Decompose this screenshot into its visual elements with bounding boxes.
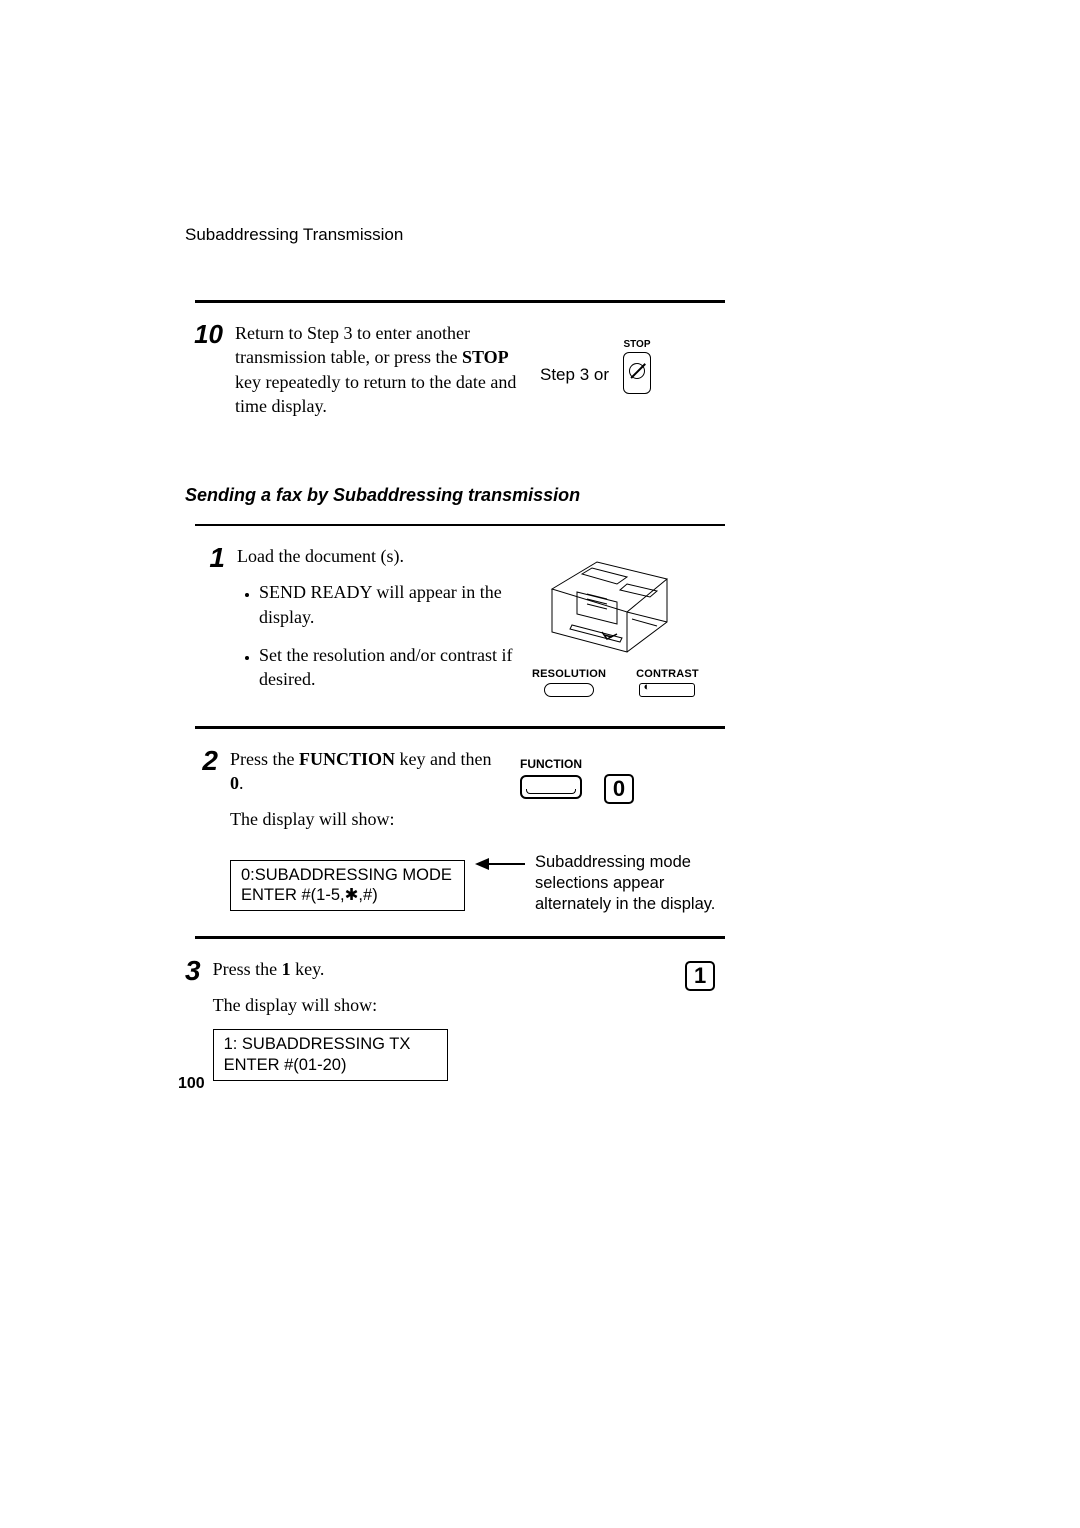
fax-machine-icon [532,544,682,659]
text-part: Press the [213,959,282,979]
function-col: FUNCTION [520,757,582,804]
step-right-graphic: Step 3 or STOP [525,321,725,399]
step-3: 3 Press the 1 key. The display will show… [185,957,725,1081]
step-right-graphic: FUNCTION 0 [505,747,705,804]
function-key-row: FUNCTION 0 [520,757,705,804]
step-body: Return to Step 3 to enter another transm… [235,321,525,430]
step-followup: The display will show: [213,993,523,1017]
display-line2: ENTER #(01-20) [224,1055,437,1076]
stop-key-graphic: STOP [623,339,651,399]
step-number: 3 [185,957,213,985]
resolution-button-icon [544,683,594,697]
divider-thin [195,524,725,526]
step-text: Press the FUNCTION key and then 0. [230,747,505,796]
numkey-0-icon: 0 [604,774,634,804]
text-part: Return to Step 3 to enter another transm… [235,323,470,367]
step-body: Press the 1 key. The display will show: … [213,957,523,1081]
running-header: Subaddressing Transmission [185,225,725,245]
text-part: key. [291,959,325,979]
lcd-display-box: 1: SUBADDRESSING TX ENTER #(01-20) [213,1029,448,1080]
step-body: Press the FUNCTION key and then 0. The d… [230,747,505,844]
step-right-graphic: 1 [593,961,793,991]
step3-or-label: Step 3 or [540,365,609,385]
function-label: FUNCTION [520,757,582,771]
stop-key-icon [623,352,651,394]
section-heading: Sending a fax by Subaddressing transmiss… [185,485,725,506]
step-10: 10 Return to Step 3 to enter another tra… [185,321,725,430]
step-text: Return to Step 3 to enter another transm… [235,321,525,418]
numkey-1-icon: 1 [685,961,715,991]
text-part: key and then [395,749,491,769]
step2-row: Press the FUNCTION key and then 0. The d… [230,747,725,844]
resolution-contrast-row: RESOLUTION CONTRAST [532,668,717,702]
zero-bold: 0 [230,773,239,793]
contrast-button-icon [639,683,695,697]
step-number: 10 [185,321,235,347]
step-body: Load the document (s). SEND READY will a… [237,544,517,705]
divider-thick [195,300,725,303]
display-with-annotation: 0:SUBADDRESSING MODE ENTER #(1-5,✱,#) Su… [230,852,725,916]
text-part: key repeatedly to return to the date and… [235,372,516,416]
contrast-col: CONTRAST [636,668,699,702]
step-intro: Load the document (s). [237,544,517,568]
contrast-label: CONTRAST [636,668,699,680]
step-number: 2 [185,747,230,775]
numkey-0: 0 [604,774,634,804]
step-followup: The display will show: [230,807,505,831]
step-1: 1 Load the document (s). SEND READY will… [185,544,725,705]
display-line1: 0:SUBADDRESSING MODE [241,865,454,886]
page-number: 100 [178,1075,205,1093]
step-body-wrap: Press the FUNCTION key and then 0. The d… [230,747,725,916]
display-line2: ENTER #(1-5,✱,#) [241,885,454,906]
divider [195,726,725,729]
resolution-label: RESOLUTION [532,668,606,680]
text-part: . [239,773,244,793]
step-number: 1 [185,544,237,572]
divider [195,936,725,939]
arrow-left-icon [475,854,525,876]
list-item: SEND READY will appear in the display. [259,580,517,629]
step-text: Press the 1 key. [213,957,523,981]
stop-ring-icon [629,363,645,379]
lcd-display-box: 0:SUBADDRESSING MODE ENTER #(1-5,✱,#) [230,860,465,911]
step-right-graphic: RESOLUTION CONTRAST [517,544,717,702]
page-content: Subaddressing Transmission 10 Return to … [185,225,725,1101]
text-part: Press the [230,749,299,769]
step-2: 2 Press the FUNCTION key and then 0. The… [185,747,725,916]
list-item: Set the resolution and/or contrast if de… [259,643,517,692]
one-bold: 1 [282,959,291,979]
annotation-text: Subaddressing mode selections appear alt… [535,852,725,916]
resolution-col: RESOLUTION [532,668,606,702]
step-bullet-list: SEND READY will appear in the display. S… [237,580,517,691]
function-button-icon [520,775,582,799]
display-line1: 1: SUBADDRESSING TX [224,1034,437,1055]
stop-bold: STOP [462,347,509,367]
function-bold: FUNCTION [299,749,395,769]
stop-label: STOP [623,339,651,350]
